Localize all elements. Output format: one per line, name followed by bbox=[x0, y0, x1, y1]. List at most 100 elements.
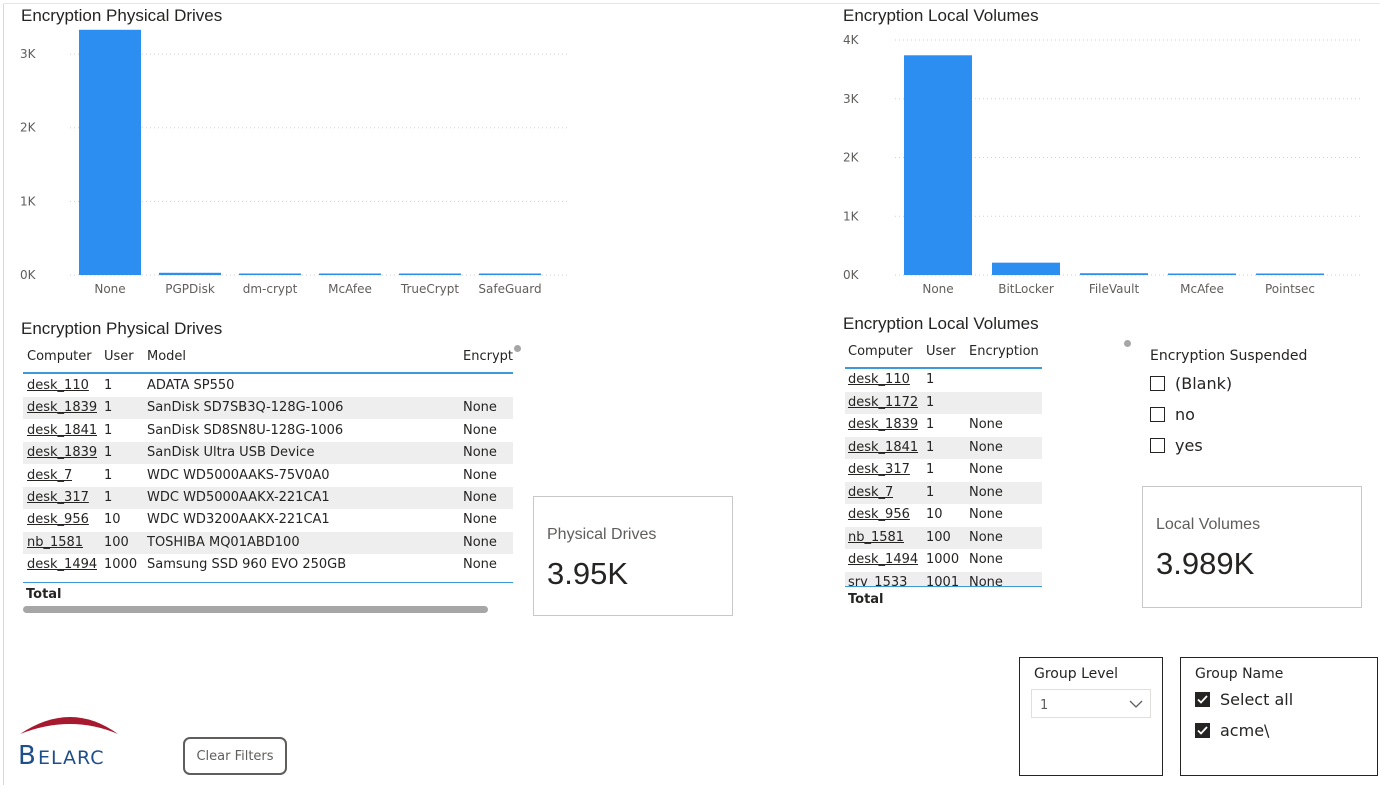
y-tick-label: 2K bbox=[843, 151, 860, 165]
table-row[interactable]: desk_956 10 None bbox=[845, 504, 1042, 526]
page-border-top bbox=[3, 3, 1380, 4]
table-row[interactable]: desk_7 1 WDC WD5000AAKS-75V0A0 None bbox=[23, 465, 513, 487]
cell-computer[interactable]: desk_956 bbox=[848, 507, 910, 522]
checkbox-checked-icon[interactable] bbox=[1195, 692, 1210, 707]
cell-encryption: None bbox=[969, 507, 1003, 522]
col-header-user[interactable]: User bbox=[926, 344, 956, 359]
checkbox-label: acme\ bbox=[1220, 721, 1270, 740]
cell-model: SanDisk SD8SN8U-128G-1006 bbox=[147, 422, 344, 438]
cell-user: 1 bbox=[926, 484, 935, 500]
table-row[interactable]: desk_1494 1000 Samsung SSD 960 EVO 250GB No… bbox=[23, 554, 513, 576]
cell-user: 1 bbox=[104, 467, 113, 483]
svg-text:ELARC: ELARC bbox=[38, 747, 105, 768]
x-tick-label: McAfee bbox=[1180, 282, 1224, 296]
table-row[interactable]: desk_317 1 None bbox=[845, 459, 1042, 481]
cell-computer[interactable]: srv_1533 bbox=[848, 574, 908, 588]
cell-computer[interactable]: desk_1494 bbox=[848, 552, 919, 567]
chart-physical-drives: 0K 1K 2K 3K None PGPDisk dm-crypt McAfee TrueCry… bbox=[20, 29, 570, 296]
total-divider bbox=[23, 582, 513, 583]
total-label: Total bbox=[26, 587, 62, 602]
cell-computer[interactable]: nb_1581 bbox=[848, 529, 905, 545]
physical-drives-table: Computer User Model Encrypti desk_110 1 AD… bbox=[23, 342, 513, 612]
cell-model: SanDisk Ultra USB Device bbox=[147, 445, 315, 461]
table-row[interactable]: desk_1841 1 None bbox=[845, 436, 1042, 459]
encryption-suspended-title: Encryption Suspended bbox=[1150, 348, 1308, 364]
cell-computer[interactable]: desk_1172 bbox=[848, 394, 919, 410]
table-row[interactable]: nb_1581 100 TOSHIBA MQ01ABD100 None bbox=[23, 531, 513, 554]
table-row[interactable]: nb_1581 100 None bbox=[845, 526, 1042, 549]
cell-encryption: None bbox=[463, 490, 497, 505]
group-level-slicer: Group Level 1 bbox=[1019, 657, 1163, 776]
bar-truecrypt bbox=[399, 273, 461, 275]
cell-computer[interactable]: desk_956 bbox=[27, 512, 89, 528]
checkbox-label: (Blank) bbox=[1175, 374, 1233, 393]
group-name-title: Group Name bbox=[1195, 666, 1284, 682]
cell-model: Samsung SSD 960 EVO 250GB bbox=[147, 557, 347, 573]
col-header-user[interactable]: User bbox=[104, 349, 134, 364]
table-row[interactable]: desk_1494 1000 None bbox=[845, 549, 1042, 571]
cell-encryption: None bbox=[969, 484, 1003, 500]
col-header-computer[interactable]: Computer bbox=[848, 344, 913, 359]
cell-computer[interactable]: nb_1581 bbox=[27, 534, 84, 550]
horizontal-scrollbar[interactable] bbox=[23, 606, 488, 613]
cell-computer[interactable]: desk_1839 bbox=[848, 417, 919, 432]
table-row[interactable]: desk_1839 1 None bbox=[845, 414, 1042, 436]
table-row[interactable]: srv_1533 1001 None bbox=[845, 571, 1042, 588]
col-header-computer[interactable]: Computer bbox=[27, 349, 92, 364]
cell-computer[interactable]: desk_1839 bbox=[27, 400, 98, 416]
physical-table-title: Encryption Physical Drives bbox=[21, 319, 223, 338]
col-header-encryption[interactable]: Encryption bbox=[969, 344, 1039, 359]
cell-computer[interactable]: desk_317 bbox=[27, 490, 89, 505]
cell-computer[interactable]: desk_1841 bbox=[27, 422, 98, 438]
card-value: 3.95K bbox=[547, 556, 629, 591]
group-level-dropdown[interactable]: 1 bbox=[1031, 689, 1151, 718]
table-row[interactable]: desk_110 1 bbox=[845, 369, 1042, 391]
checkbox-checked-icon[interactable] bbox=[1195, 723, 1210, 738]
total-label: Total bbox=[848, 592, 884, 607]
checkbox-unchecked-icon[interactable] bbox=[1150, 407, 1165, 422]
cell-user: 1 bbox=[104, 422, 113, 438]
checkbox-option[interactable]: Select all bbox=[1195, 690, 1293, 709]
checkbox-option[interactable]: acme\ bbox=[1195, 721, 1269, 740]
bar-dm-crypt bbox=[239, 273, 301, 275]
cell-user: 1 bbox=[104, 445, 113, 461]
table-row[interactable]: desk_110 1 ADATA SP550 bbox=[23, 375, 513, 397]
checkbox-option[interactable]: (Blank) bbox=[1150, 374, 1232, 393]
chart-local-volumes: 0K 1K 2K 3K 4K None BitLocker FileVault McAfee Po… bbox=[843, 33, 1360, 296]
x-tick-label: FileVault bbox=[1089, 282, 1140, 296]
cell-computer[interactable]: desk_110 bbox=[848, 372, 910, 387]
cell-user: 1 bbox=[926, 394, 935, 410]
cell-computer[interactable]: desk_1839 bbox=[27, 445, 98, 461]
checkbox-option[interactable]: yes bbox=[1150, 436, 1203, 455]
cell-computer[interactable]: desk_7 bbox=[27, 467, 73, 483]
table-row[interactable]: desk_1839 1 SanDisk SD7SB3Q-128G-1006 None bbox=[23, 397, 513, 420]
cell-model: WDC WD5000AAKX-221CA1 bbox=[147, 490, 330, 505]
cell-encryption: None bbox=[463, 422, 497, 438]
cell-computer[interactable]: desk_1841 bbox=[848, 439, 919, 455]
card-label: Physical Drives bbox=[547, 526, 657, 543]
checkbox-unchecked-icon[interactable] bbox=[1150, 438, 1165, 453]
cell-computer[interactable]: desk_317 bbox=[848, 462, 910, 477]
table-row[interactable]: desk_1172 1 bbox=[845, 391, 1042, 414]
clear-filters-button[interactable]: Clear Filters bbox=[183, 737, 287, 775]
table-row[interactable]: desk_317 1 WDC WD5000AAKX-221CA1 None bbox=[23, 487, 513, 509]
cell-computer[interactable]: desk_110 bbox=[27, 378, 89, 393]
checkbox-label: yes bbox=[1175, 436, 1203, 455]
bar-safeguard bbox=[479, 273, 541, 275]
checkbox-option[interactable]: no bbox=[1150, 405, 1195, 424]
table-row[interactable]: desk_1841 1 SanDisk SD8SN8U-128G-1006 None bbox=[23, 420, 513, 442]
table-more-options-icon[interactable] bbox=[514, 345, 521, 352]
cell-computer[interactable]: desk_7 bbox=[848, 484, 894, 500]
cell-computer[interactable]: desk_1494 bbox=[27, 557, 98, 573]
x-tick-label: PGPDisk bbox=[165, 282, 215, 296]
table-row[interactable]: desk_7 1 None bbox=[845, 481, 1042, 504]
table-header: Computer User Model Encrypti bbox=[23, 342, 513, 374]
table-row[interactable]: desk_1839 1 SanDisk Ultra USB Device None bbox=[23, 442, 513, 465]
bar-bitlocker bbox=[992, 262, 1060, 275]
y-tick-label: 0K bbox=[843, 268, 860, 282]
checkbox-unchecked-icon[interactable] bbox=[1150, 376, 1165, 391]
col-header-model[interactable]: Model bbox=[147, 349, 187, 364]
table-more-options-icon[interactable] bbox=[1124, 340, 1131, 347]
col-header-encryption[interactable]: Encrypti bbox=[463, 349, 513, 364]
table-row[interactable]: desk_956 10 WDC WD3200AAKX-221CA1 None bbox=[23, 509, 513, 531]
